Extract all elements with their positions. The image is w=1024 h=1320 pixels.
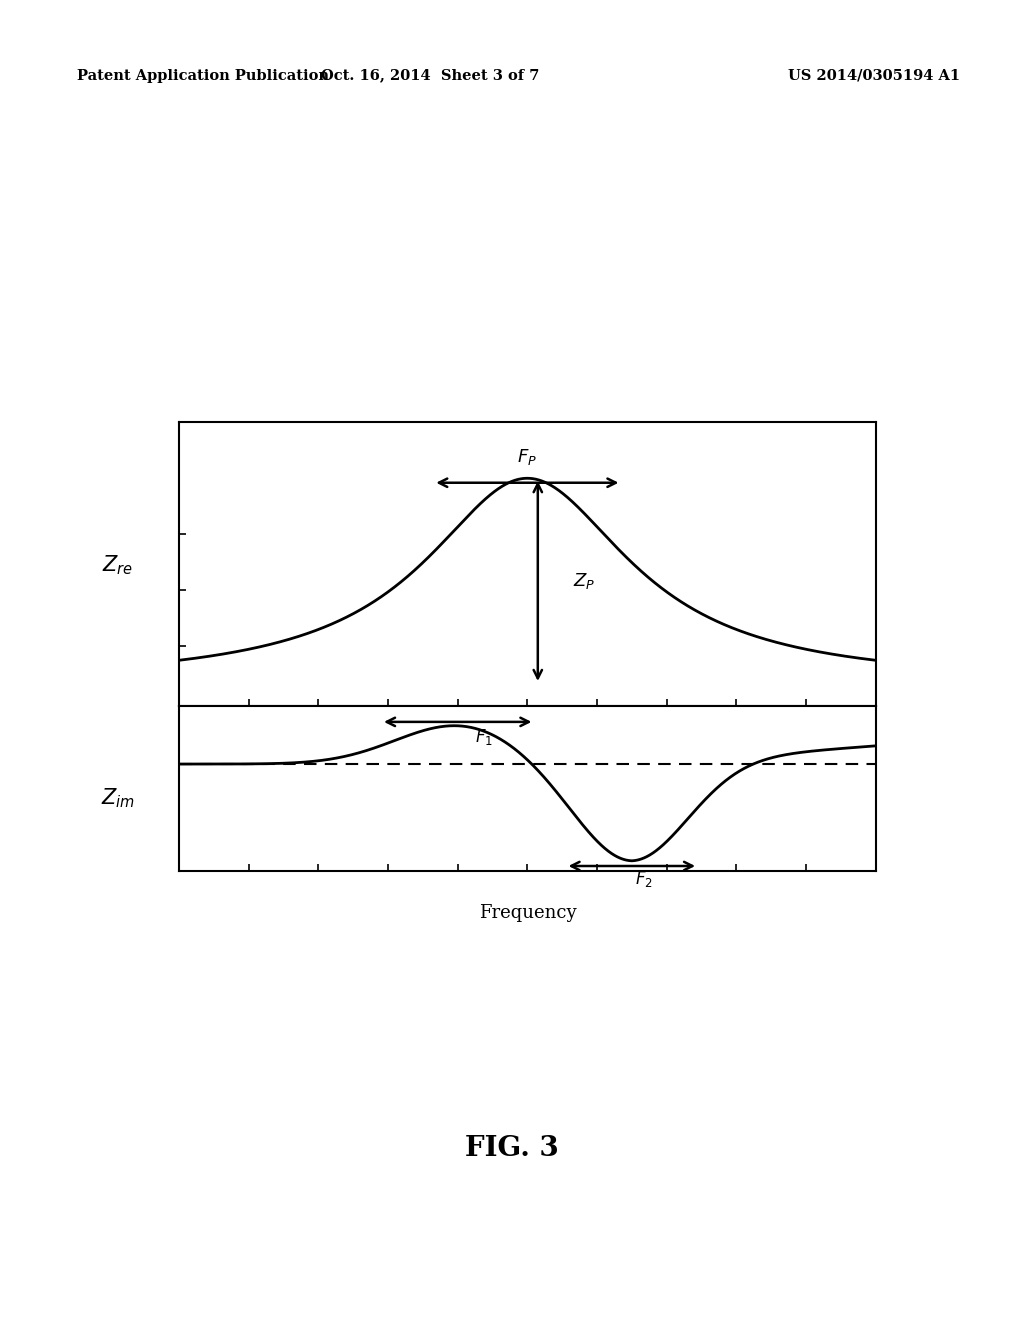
Text: Patent Application Publication: Patent Application Publication bbox=[77, 69, 329, 83]
Text: $F_P$: $F_P$ bbox=[517, 447, 538, 467]
Text: Frequency: Frequency bbox=[478, 904, 577, 923]
Text: Oct. 16, 2014  Sheet 3 of 7: Oct. 16, 2014 Sheet 3 of 7 bbox=[321, 69, 540, 83]
Text: $F_2$: $F_2$ bbox=[635, 870, 653, 890]
Text: $Z_P$: $Z_P$ bbox=[572, 572, 595, 591]
Text: $F_1$: $F_1$ bbox=[475, 727, 494, 747]
Text: $Z_{re}$: $Z_{re}$ bbox=[102, 553, 133, 577]
Text: US 2014/0305194 A1: US 2014/0305194 A1 bbox=[788, 69, 961, 83]
Text: $Z_{im}$: $Z_{im}$ bbox=[100, 787, 135, 810]
Text: FIG. 3: FIG. 3 bbox=[465, 1135, 559, 1162]
